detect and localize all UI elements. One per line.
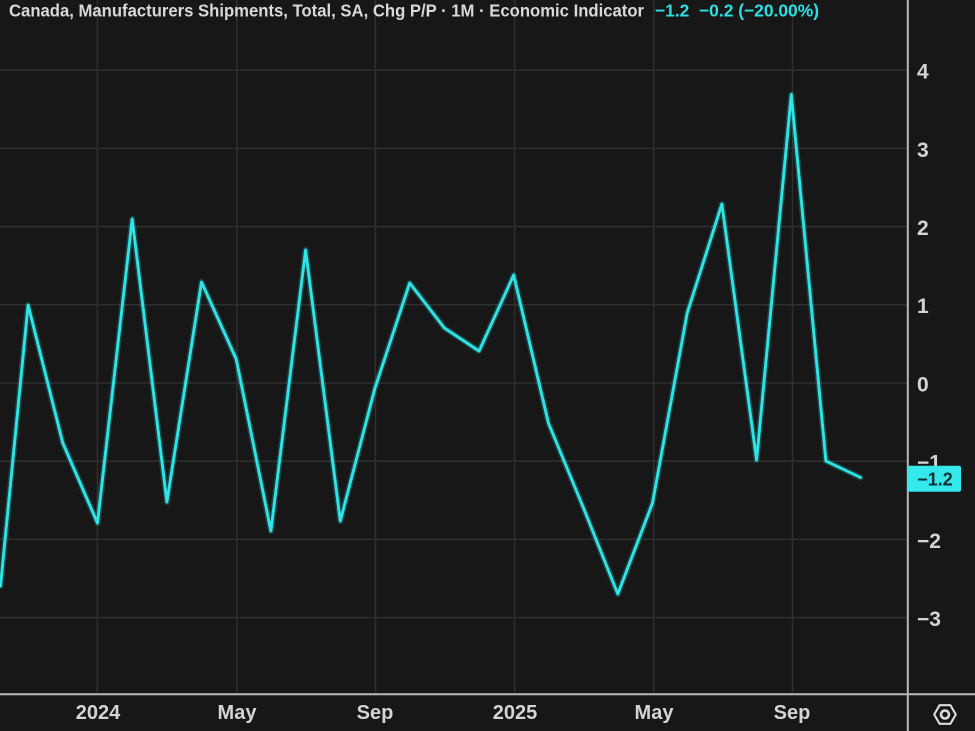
svg-text:1: 1 xyxy=(917,295,929,318)
svg-text:−1.2: −1.2 xyxy=(917,470,953,490)
svg-text:−1.2 −0.2 (−20.00%): −1.2 −0.2 (−20.00%) xyxy=(655,1,819,21)
svg-text:2024: 2024 xyxy=(76,702,121,724)
svg-text:0: 0 xyxy=(917,373,929,396)
svg-text:2: 2 xyxy=(917,217,929,240)
svg-text:May: May xyxy=(635,702,675,724)
svg-text:Canada, Manufacturers Shipment: Canada, Manufacturers Shipments, Total, … xyxy=(9,1,644,21)
svg-text:2025: 2025 xyxy=(493,702,538,724)
svg-text:Sep: Sep xyxy=(774,702,811,724)
svg-text:−2: −2 xyxy=(917,530,941,553)
svg-text:May: May xyxy=(218,702,258,724)
svg-text:3: 3 xyxy=(917,139,929,162)
svg-text:4: 4 xyxy=(917,61,929,84)
svg-text:−3: −3 xyxy=(917,608,941,631)
svg-text:Sep: Sep xyxy=(357,702,394,724)
